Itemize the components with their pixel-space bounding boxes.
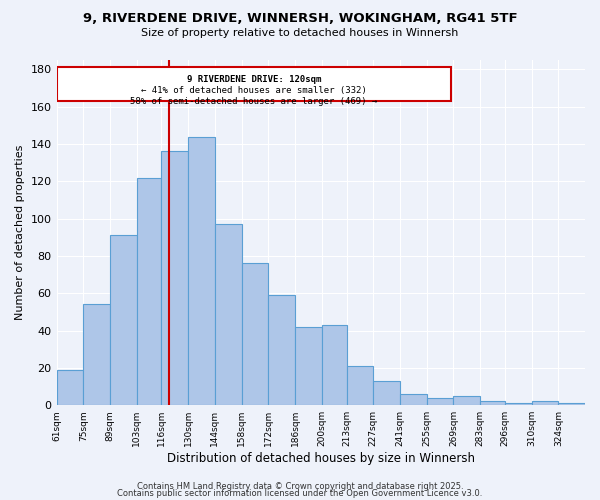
- X-axis label: Distribution of detached houses by size in Winnersh: Distribution of detached houses by size …: [167, 452, 475, 465]
- FancyBboxPatch shape: [56, 68, 451, 101]
- Bar: [56, 370, 83, 405]
- Bar: [295, 327, 322, 405]
- Bar: [480, 402, 505, 405]
- Bar: [558, 404, 585, 405]
- Text: ← 41% of detached houses are smaller (332): ← 41% of detached houses are smaller (33…: [141, 86, 367, 95]
- Bar: [242, 264, 268, 405]
- Bar: [373, 381, 400, 405]
- Bar: [268, 295, 295, 405]
- Bar: [454, 396, 480, 405]
- Bar: [161, 152, 188, 405]
- Text: 9 RIVERDENE DRIVE: 120sqm: 9 RIVERDENE DRIVE: 120sqm: [187, 75, 321, 84]
- Text: Contains public sector information licensed under the Open Government Licence v3: Contains public sector information licen…: [118, 489, 482, 498]
- Text: 58% of semi-detached houses are larger (469) →: 58% of semi-detached houses are larger (…: [130, 98, 377, 106]
- Y-axis label: Number of detached properties: Number of detached properties: [15, 145, 25, 320]
- Bar: [400, 394, 427, 405]
- Text: Contains HM Land Registry data © Crown copyright and database right 2025.: Contains HM Land Registry data © Crown c…: [137, 482, 463, 491]
- Bar: [110, 236, 137, 405]
- Bar: [427, 398, 454, 405]
- Bar: [322, 325, 347, 405]
- Bar: [137, 178, 161, 405]
- Bar: [347, 366, 373, 405]
- Text: 9, RIVERDENE DRIVE, WINNERSH, WOKINGHAM, RG41 5TF: 9, RIVERDENE DRIVE, WINNERSH, WOKINGHAM,…: [83, 12, 517, 26]
- Bar: [188, 136, 215, 405]
- Bar: [215, 224, 242, 405]
- Bar: [505, 404, 532, 405]
- Bar: [532, 402, 558, 405]
- Text: Size of property relative to detached houses in Winnersh: Size of property relative to detached ho…: [142, 28, 458, 38]
- Bar: [83, 304, 110, 405]
